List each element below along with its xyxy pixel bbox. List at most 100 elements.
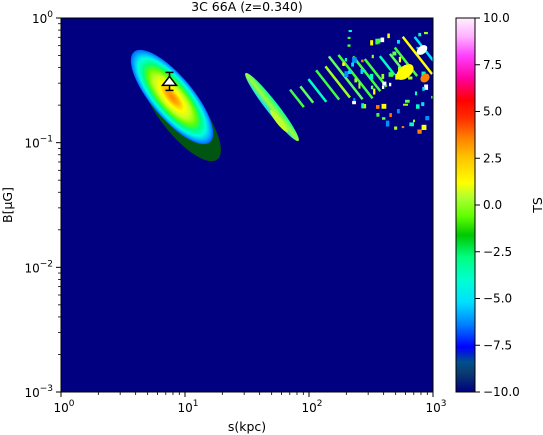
heatmap-pixel [354, 78, 358, 83]
heatmap-pixel [389, 113, 392, 118]
heatmap-pixel [352, 57, 357, 63]
y-axis-label: B[μG] [0, 187, 15, 223]
heatmap-pixel [347, 70, 352, 74]
heatmap-pixel [348, 30, 352, 33]
heatmap-pixel [417, 129, 422, 134]
heatmap-pixel [421, 102, 425, 107]
heatmap-pixel [431, 95, 433, 99]
x-axis-label: s(kpc) [228, 419, 266, 434]
heatmap-stripe [401, 35, 433, 75]
heatmap-pixel [382, 81, 387, 86]
colorbar-tick-label: −7.5 [483, 338, 512, 352]
heatmap-stripe [393, 46, 419, 77]
plot-frame [60, 17, 434, 393]
heatmap-pixel [344, 57, 347, 62]
heatmap-stripe [289, 88, 305, 108]
heatmap-pixel [422, 86, 425, 91]
colorbar [455, 17, 476, 393]
y-axis: 10−3 10−2 10−1 100 [24, 10, 61, 400]
heatmap-pixel [424, 31, 428, 35]
colorbar-tick-label: 5.0 [483, 105, 502, 119]
heatmap-pixel [358, 82, 361, 89]
heatmap-main-region [130, 49, 214, 145]
heatmap-stripe [337, 54, 374, 100]
heatmap-pixel [380, 37, 385, 43]
y-tick-label: 10−3 [24, 384, 53, 400]
y-tick-label: 10−2 [24, 259, 53, 275]
heatmap-pixel [370, 85, 374, 90]
heatmap-stripe [352, 55, 382, 92]
heatmap-pixel [381, 73, 385, 79]
heatmap-pixel [401, 126, 405, 129]
heatmap-stripe [299, 85, 315, 104]
heatmap-pixel [361, 59, 364, 63]
x-tick-label: 100 [53, 399, 74, 415]
heatmap-pixel [388, 72, 394, 77]
heatmap-hotspot [416, 45, 428, 55]
heatmap-pixel [351, 62, 354, 67]
heatmap-hotspot [420, 73, 430, 83]
heatmap-pixel [414, 91, 418, 96]
heatmap-stripes [289, 30, 433, 134]
heatmap-pixel [369, 73, 374, 80]
y-tick-label: 100 [32, 10, 53, 26]
heatmap-pixel [352, 100, 356, 105]
colorbar-tick-label: −2.5 [483, 245, 512, 259]
x-tick-label: 101 [177, 399, 198, 415]
heatmap-stripe [315, 69, 341, 101]
heatmap-pixel [412, 119, 416, 123]
heatmap-streak-core [270, 109, 288, 133]
heatmap-pixel [416, 46, 419, 49]
heatmap-pixel [347, 36, 351, 39]
colorbar-tick-label: −5.0 [483, 292, 512, 306]
heatmap-features [130, 30, 433, 162]
x-axis: 100 101 102 103 [53, 392, 447, 415]
heatmap-stripe [307, 78, 328, 103]
colorbar-tick-label: 2.5 [483, 151, 502, 165]
heatmap-pixel [376, 105, 380, 109]
heatmap-pixel [418, 32, 422, 37]
heatmap-pixel [344, 71, 349, 78]
heatmap-pixel [342, 62, 345, 66]
heatmap-stripe [327, 55, 364, 101]
heatmap-pixel [392, 51, 397, 56]
heatmap-pixel [403, 103, 408, 106]
heatmap-pixel [381, 85, 385, 89]
heatmap-pixel [421, 71, 426, 77]
chart-title: 3C 66A (z=0.340) [191, 0, 303, 14]
y-tick-label: 10−1 [24, 135, 53, 151]
heatmap-pixel [387, 33, 390, 39]
heatmap-pixel [360, 69, 363, 74]
heatmap-pixel [398, 56, 402, 63]
heatmap-pixel [371, 54, 374, 59]
colorbar-tick-label: −10.0 [483, 385, 520, 399]
heatmap-stripe [378, 55, 396, 76]
heatmap-pixel [347, 44, 351, 47]
heatmap-pixel [405, 99, 410, 103]
heatmap-pixel [381, 103, 387, 109]
heatmap-pixel [424, 84, 429, 90]
heatmap-streak [245, 72, 299, 142]
heatmap-pixel [388, 82, 392, 87]
colorbar-ticks: 10.0 7.5 5.0 2.5 0.0 −2.5 −5.0 −7.5 −10.0 [475, 11, 520, 399]
heatmap-pixel [381, 117, 386, 120]
heatmap-pixel [361, 103, 365, 108]
colorbar-tick-label: 10.0 [483, 11, 510, 25]
heatmap-pixel [385, 120, 390, 127]
heatmap-pixel [409, 122, 414, 127]
heatmap-pixel [370, 40, 374, 46]
heatmap-pixel [416, 104, 420, 109]
colorbar-label: TS [530, 197, 543, 214]
heatmap-pixel [394, 126, 398, 130]
heatmap-pixel [375, 38, 379, 45]
heatmap-stripe [324, 65, 351, 99]
heatmap-pixel [363, 70, 367, 73]
heatmap-pixel [376, 113, 380, 117]
x-tick-label: 103 [425, 399, 446, 415]
heatmap-pixel [397, 39, 400, 44]
heatmap-pixel [396, 109, 400, 114]
colorbar-tick-label: 0.0 [483, 198, 502, 212]
heatmap-pixel [421, 124, 427, 131]
colorbar-tick-label: 7.5 [483, 58, 502, 72]
